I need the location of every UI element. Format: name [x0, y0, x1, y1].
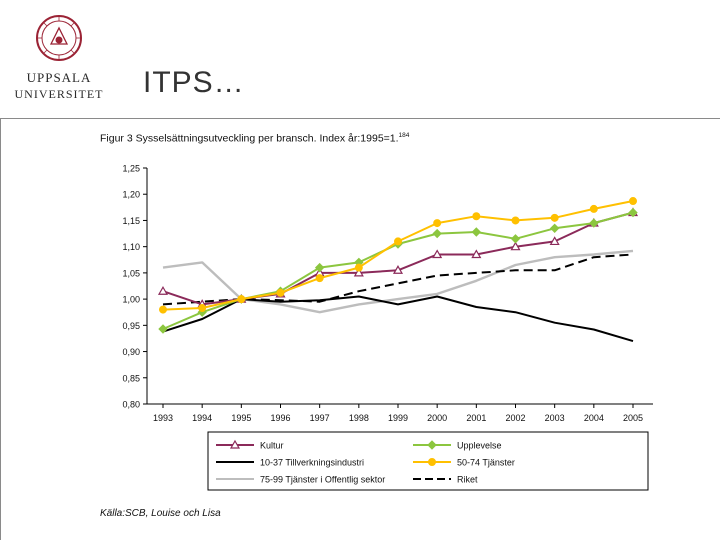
y-tick-label: 0,90: [122, 347, 140, 357]
figure-caption-text: Figur 3 Sysselsättningsutveckling per br…: [100, 132, 399, 145]
data-point-diamond: [510, 234, 521, 244]
data-point-diamond: [471, 227, 482, 237]
data-point-diamond: [314, 262, 325, 273]
data-point-triangle: [157, 286, 169, 295]
x-tick-label: 2003: [545, 413, 565, 423]
header-divider: [0, 118, 720, 119]
data-point-circle: [276, 288, 285, 297]
x-tick-label: 1996: [270, 413, 290, 423]
y-tick-label: 0,85: [122, 373, 140, 383]
legend-label: 50-74 Tjänster: [457, 458, 515, 468]
x-tick-label: 2004: [584, 413, 604, 423]
data-point-circle: [589, 204, 598, 213]
y-tick-label: 1,15: [122, 216, 140, 226]
slide-title: ITPS…: [143, 66, 245, 99]
data-point-triangle: [510, 241, 521, 251]
chart-axes: 1,25 1,20 1,15 1,10 1,05 1,00 0,95 0,90 0,85 0,80…: [122, 164, 653, 423]
data-point-circle: [511, 216, 520, 225]
data-point-triangle: [353, 267, 364, 277]
data-point-triangle: [471, 249, 482, 259]
logo-line-uppsala: UPPSALA: [26, 70, 92, 85]
data-point-circle: [159, 305, 167, 314]
legend-label: 10-37 Tillverkningsindustri: [260, 458, 364, 468]
data-point-circle: [394, 237, 402, 246]
data-point-diamond: [628, 207, 638, 218]
university-seal-icon: [36, 15, 82, 61]
data-point-circle: [433, 219, 442, 228]
y-tick-label: 1,25: [122, 164, 140, 174]
data-point-circle: [550, 213, 559, 222]
y-tick-label: 1,20: [122, 190, 140, 200]
chart-legend: Kultur Upplevelse 10-37 Tillverkningsindus…: [207, 431, 649, 491]
series-line-riket: [162, 253, 634, 306]
x-tick-label: 2005: [623, 413, 643, 423]
y-tick-label: 1,00: [122, 295, 140, 305]
data-point-diamond: [549, 223, 560, 234]
data-point-circle: [237, 295, 246, 304]
data-point-diamond: [427, 440, 437, 450]
x-tick-label: 2002: [505, 413, 525, 423]
figure-caption-footnote: 184: [398, 132, 410, 139]
x-tick-label: 1995: [231, 413, 251, 423]
legend-label: Riket: [457, 475, 478, 485]
data-point-diamond: [158, 324, 168, 334]
x-tick-label: 1997: [310, 413, 330, 423]
university-logo: UPPSALA UNIVERSITET: [14, 14, 104, 106]
figure-caption: Figur 3 Sysselsättningsutveckling per br…: [100, 132, 409, 145]
data-point-circle: [198, 304, 207, 313]
data-point-diamond: [432, 228, 442, 239]
chart-series-lines: [157, 197, 639, 343]
x-tick-label: 2001: [466, 413, 486, 423]
y-tick-label: 1,10: [122, 242, 140, 252]
legend-label: 75-99 Tjänster i Offentlig sektor: [260, 475, 385, 485]
data-point-triangle: [392, 265, 404, 274]
x-tick-label: 2000: [427, 413, 447, 423]
x-tick-label: 1999: [388, 413, 408, 423]
data-point-triangle: [432, 249, 443, 259]
figure-source: Källa:SCB, Louise och Lisa: [100, 508, 221, 519]
series-line-10-37-tillverkningsindustri: [162, 295, 634, 343]
legend-label: Kultur: [260, 441, 284, 451]
x-tick-label: 1993: [153, 413, 173, 423]
y-tick-label: 0,80: [122, 400, 140, 410]
data-point-circle: [472, 212, 481, 221]
data-point-circle: [428, 458, 436, 466]
legend-label: Upplevelse: [457, 441, 502, 451]
y-tick-label: 0,95: [122, 321, 140, 331]
y-tick-label: 1,05: [122, 268, 140, 278]
left-divider: [0, 118, 1, 540]
data-point-diamond: [589, 218, 599, 228]
x-tick-label: 1998: [349, 413, 369, 423]
data-point-circle: [354, 263, 363, 272]
data-point-triangle: [229, 439, 241, 449]
data-point-circle: [629, 197, 637, 206]
logo-line-universitet: UNIVERSITET: [14, 87, 104, 101]
data-point-triangle: [549, 236, 560, 246]
data-point-circle: [315, 274, 324, 283]
x-tick-label: 1994: [192, 413, 212, 423]
